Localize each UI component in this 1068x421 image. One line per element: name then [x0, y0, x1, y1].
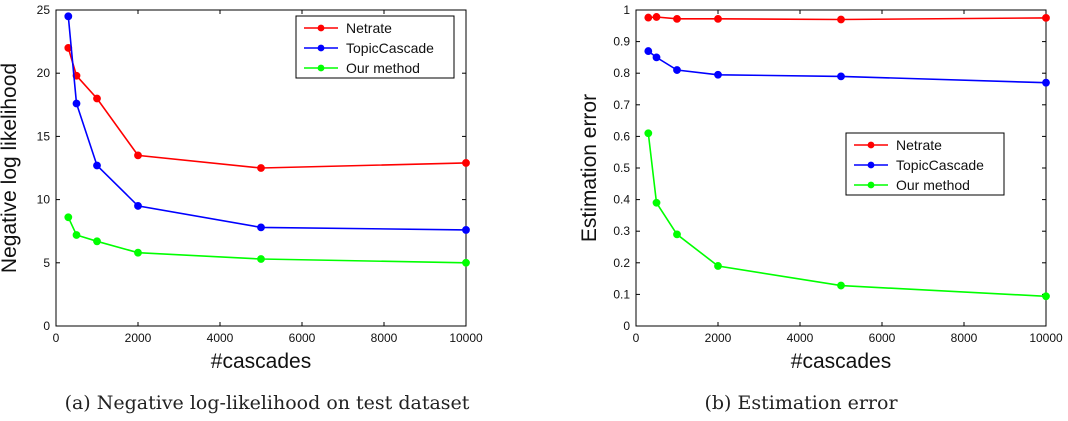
- series-line-netrate: [648, 16, 1047, 21]
- data-point-netrate: [652, 13, 661, 21]
- legend-marker-netrate: [317, 24, 325, 32]
- data-point-netrate: [714, 14, 722, 23]
- data-point-our-method: [652, 198, 661, 207]
- y-tick-label: 0.7: [613, 98, 630, 112]
- data-point-topiccascade: [93, 161, 101, 170]
- data-point-netrate: [1042, 14, 1050, 22]
- x-tick-label: 8000: [951, 331, 978, 345]
- x-axis-title: #cascades: [791, 350, 891, 373]
- data-point-topiccascade: [714, 70, 722, 79]
- series-line-our-method: [647, 133, 1047, 298]
- legend-marker-netrate: [867, 141, 875, 149]
- y-tick-label: 0.9: [613, 35, 630, 49]
- y-tick-label: 20: [37, 66, 51, 80]
- x-tick-label: 4000: [207, 331, 234, 345]
- legend-label-netrate: Netrate: [896, 137, 942, 153]
- y-tick-label: 0.2: [613, 256, 630, 270]
- data-point-topiccascade: [837, 72, 845, 81]
- y-tick-label: 1: [623, 3, 630, 17]
- data-point-our-method: [837, 281, 845, 290]
- y-axis-title: Negative log likelihood: [0, 63, 21, 273]
- estimation-error-chart: 0 2000 4000 6000 8000 10000 0 0.1 0.2 0.3 0.4 0.5 0.…: [578, 3, 1063, 373]
- legend-label-our-method: Our method: [896, 177, 970, 193]
- y-tick-label: 0.3: [613, 224, 630, 238]
- data-point-topiccascade: [673, 66, 681, 74]
- data-point-topiccascade: [1042, 78, 1050, 87]
- y-tick-label: 25: [37, 3, 51, 17]
- caption-nll: (a) Negative log-likelihood on test data…: [64, 392, 470, 414]
- data-point-our-method: [257, 255, 265, 263]
- y-tick-label: 15: [37, 129, 51, 143]
- x-tick-label: 6000: [289, 331, 316, 345]
- x-tick-label: 0: [633, 331, 640, 345]
- chart-panel-estimation-error: 0 2000 4000 6000 8000 10000 0 0.1 0.2 0.3 0.4 0.5 0.…: [534, 0, 1068, 421]
- data-point-topiccascade: [257, 223, 265, 232]
- chart-panel-nll: 0 2000 4000 6000 8000 10000 0 5 10 15 20 25 #cascade…: [0, 3, 483, 414]
- y-tick-label: 0: [623, 319, 630, 333]
- legend-label-topiccascade: TopicCascade: [896, 157, 984, 173]
- legend-marker-our-method: [317, 64, 325, 72]
- data-point-netrate: [644, 13, 653, 22]
- y-tick-label: 0.4: [613, 193, 630, 207]
- caption-estimation-error: (b) Estimation error: [704, 392, 898, 414]
- data-point-topiccascade: [462, 226, 470, 234]
- data-point-our-method: [644, 129, 653, 138]
- x-tick-label: 0: [53, 331, 60, 345]
- y-axis-title: Estimation error: [578, 94, 601, 242]
- data-point-our-method: [134, 248, 142, 257]
- x-axis-title: #cascades: [211, 350, 311, 373]
- y-tick-label: 0: [43, 319, 50, 333]
- series-line-netrate: [67, 47, 467, 169]
- legend-marker-topiccascade: [867, 161, 875, 169]
- x-tick-label: 2000: [705, 331, 732, 345]
- nll-chart: 0 2000 4000 6000 8000 10000 0 5 10 15 20 25 #cascade…: [0, 3, 483, 373]
- data-point-our-method: [1042, 292, 1050, 301]
- data-point-our-method: [714, 262, 722, 270]
- data-point-netrate: [134, 151, 142, 160]
- series-line-topiccascade: [67, 16, 467, 231]
- data-point-our-method: [462, 258, 470, 267]
- y-tick-label: 0.5: [613, 161, 630, 175]
- x-tick-label: 10000: [1029, 331, 1063, 345]
- plot-frame: [55, 9, 467, 327]
- x-tick-label: 10000: [449, 331, 483, 345]
- data-point-netrate: [673, 14, 681, 23]
- y-tick-label: 5: [43, 256, 50, 270]
- data-point-topiccascade: [134, 202, 142, 210]
- x-tick-label: 8000: [371, 331, 398, 345]
- data-point-our-method: [673, 230, 681, 239]
- data-point-topiccascade: [64, 12, 73, 21]
- x-tick-label: 2000: [125, 331, 152, 345]
- data-point-netrate: [93, 94, 101, 103]
- y-tick-label: 0.1: [613, 287, 630, 301]
- legend-label-topiccascade: TopicCascade: [346, 40, 434, 56]
- series-line-topiccascade: [647, 50, 1047, 84]
- y-tick-label: 0.8: [613, 66, 630, 80]
- data-point-topiccascade: [652, 53, 661, 62]
- y-tick-label: 10: [37, 193, 51, 207]
- legend-label-netrate: Netrate: [346, 20, 392, 36]
- data-point-netrate: [257, 164, 265, 172]
- series-line-our-method: [67, 216, 467, 264]
- data-point-our-method: [93, 237, 101, 246]
- data-point-netrate: [837, 15, 845, 24]
- x-tick-label: 4000: [787, 331, 814, 345]
- data-point-topiccascade: [644, 47, 653, 55]
- data-point-our-method: [64, 213, 73, 222]
- legend-marker-our-method: [867, 181, 875, 189]
- legend-marker-topiccascade: [317, 44, 325, 52]
- data-point-netrate: [462, 159, 470, 167]
- y-tick-label: 0.6: [613, 129, 630, 143]
- x-tick-label: 6000: [869, 331, 896, 345]
- data-point-our-method: [72, 231, 81, 239]
- legend-label-our-method: Our method: [346, 60, 420, 76]
- data-point-topiccascade: [72, 99, 81, 108]
